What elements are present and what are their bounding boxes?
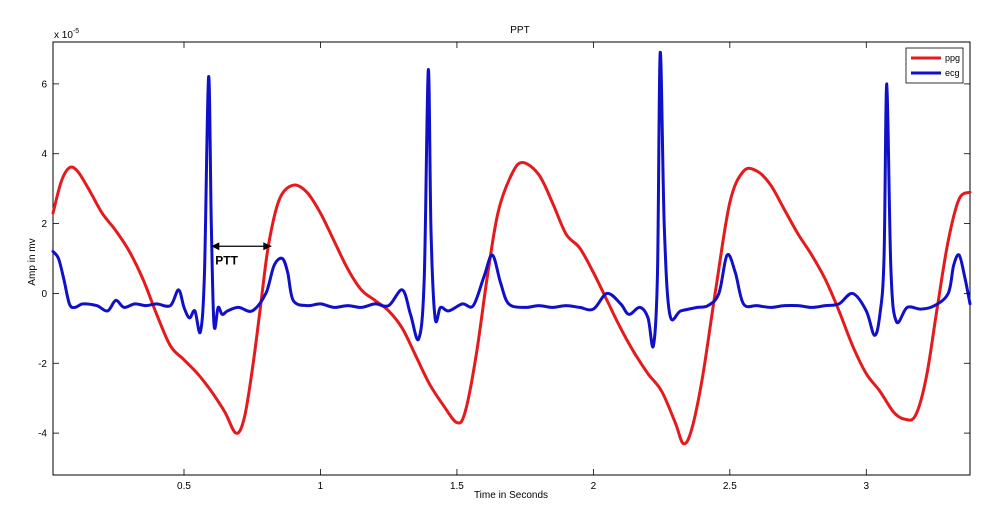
x-tick-label: 3 <box>864 481 870 492</box>
series-ppg-line <box>51 161 972 446</box>
x-tick-label: 1.5 <box>450 481 464 492</box>
ptt-annotation-label: PTT <box>215 253 238 267</box>
series-layer <box>51 50 972 446</box>
plot-area <box>52 41 971 476</box>
x-tick-label: 0.5 <box>177 481 191 492</box>
y-tick-label: 0 <box>41 289 47 300</box>
x-tick-label: 2.5 <box>723 481 737 492</box>
legend-box <box>905 47 964 84</box>
y-tick-label: 2 <box>41 219 47 230</box>
x-tick-label: 1 <box>318 481 324 492</box>
legend: ppg ecg <box>905 47 964 84</box>
y-tick-label: -4 <box>38 429 47 440</box>
chart-title: PPT <box>510 25 529 36</box>
y-tick-label: 4 <box>41 149 47 160</box>
y-exponent-label: x 10-5 <box>54 28 79 41</box>
series-ecg-line <box>51 50 972 349</box>
ptt-arrow-head-left <box>211 242 220 251</box>
annotation-layer: PTT <box>211 242 272 267</box>
y-tick-label: -2 <box>38 359 47 370</box>
y-exponent-power: -5 <box>73 28 79 35</box>
legend-ecg-label: ecg <box>945 68 960 78</box>
y-axis-label: Amp in mv <box>27 238 38 285</box>
ptt-arrow-head-right <box>263 242 272 251</box>
y-exponent-base: x 10 <box>54 30 73 41</box>
legend-ppg-label: ppg <box>945 53 960 63</box>
x-tick-label: 2 <box>591 481 597 492</box>
ticks-layer: 0.5 1 1.5 2 2.5 3 -4 -2 0 2 4 6 <box>38 42 970 492</box>
y-tick-label: 6 <box>41 79 47 90</box>
x-axis-label: Time in Seconds <box>474 490 548 501</box>
plot-frame <box>52 41 971 476</box>
